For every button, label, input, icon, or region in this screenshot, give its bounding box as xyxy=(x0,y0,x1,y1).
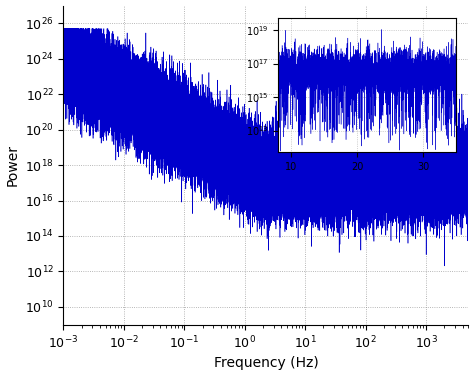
X-axis label: Frequency (Hz): Frequency (Hz) xyxy=(214,356,319,370)
Y-axis label: Power: Power xyxy=(6,144,19,186)
